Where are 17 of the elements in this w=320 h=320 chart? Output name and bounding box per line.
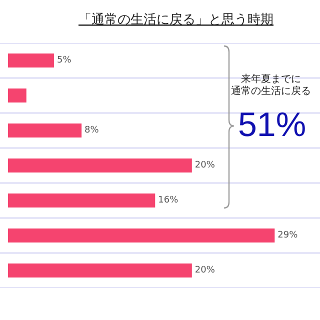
bar	[8, 228, 275, 242]
annotation: 51%	[238, 106, 306, 144]
data-label: 20%	[194, 160, 216, 170]
bar	[8, 194, 156, 208]
data-label: 29%	[278, 230, 298, 240]
annotation: 通常の生活に戻る	[231, 85, 311, 97]
bar	[8, 158, 192, 172]
annotation: 来年夏までに	[241, 73, 301, 85]
data-label: 5%	[56, 56, 72, 66]
bar	[8, 54, 54, 68]
chart-title: 「通常の生活に戻る」と思う時期	[78, 12, 274, 28]
data-label: 20%	[194, 266, 216, 276]
data-label: 16%	[158, 196, 179, 206]
data-label: 8%	[84, 126, 100, 136]
bar	[8, 88, 26, 102]
bar	[8, 264, 192, 278]
bar	[8, 124, 82, 138]
